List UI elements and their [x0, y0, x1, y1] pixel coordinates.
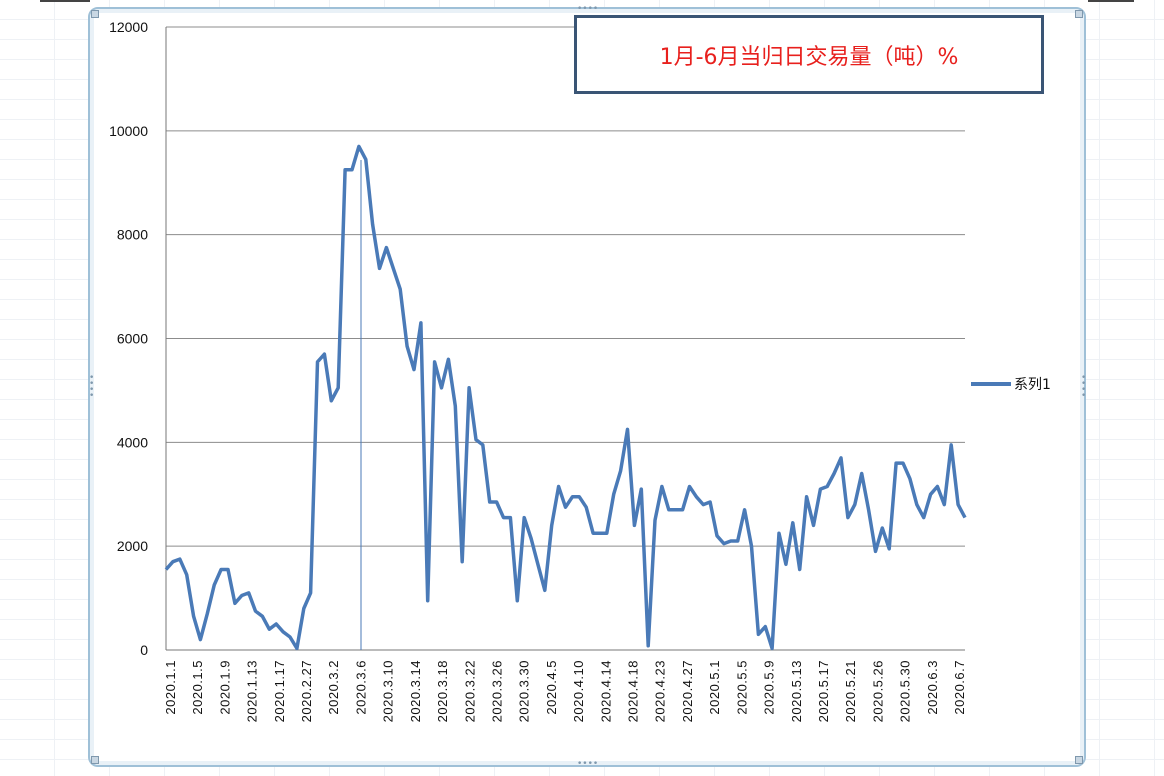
x-tick-label: 2020.4.14: [598, 660, 613, 722]
resize-handle-right[interactable]: • • • •: [1081, 373, 1087, 401]
y-tick-label: 12000: [109, 19, 148, 35]
resize-handle-bottom[interactable]: ••••: [577, 759, 599, 769]
sheet-border-left: [40, 0, 90, 2]
chart-title-box[interactable]: 1月-6月当归日交易量（吨）%: [574, 15, 1044, 94]
x-tick-label: 2020.3.22: [462, 660, 477, 722]
x-tick-label: 2020.1.9: [217, 660, 232, 715]
x-tick-label: 2020.5.1: [707, 660, 722, 715]
x-tick-label: 2020.5.13: [789, 660, 804, 722]
x-tick-label: 2020.5.26: [870, 660, 885, 722]
x-tick-label: 2020.6.7: [952, 660, 967, 715]
x-tick-label: 2020.3.14: [408, 660, 423, 722]
x-axis-ticks: 2020.1.1 2020.1.5 2020.1.9 2020.1.13 2020.1.…: [163, 660, 967, 722]
resize-handle-bottom-left[interactable]: [91, 756, 99, 764]
x-tick-label: 2020.4.10: [571, 660, 586, 722]
y-tick-label: 10000: [109, 123, 148, 139]
x-tick-label: 2020.1.5: [190, 660, 205, 715]
x-tick-label: 2020.3.26: [489, 660, 504, 722]
x-tick-label: 2020.4.18: [626, 660, 641, 722]
legend-label: 系列1: [1014, 377, 1051, 393]
series-layer: [164, 144, 967, 651]
x-tick-label: 2020.3.2: [326, 660, 341, 715]
x-tick-label: 2020.1.13: [245, 660, 260, 722]
resize-handle-bottom-right[interactable]: [1075, 756, 1083, 764]
x-tick-label: 2020.4.5: [544, 660, 559, 715]
y-tick-label: 0: [140, 642, 148, 658]
legend[interactable]: 系列1: [971, 374, 1051, 394]
legend-swatch: [971, 382, 1011, 386]
x-tick-label: 2020.1.1: [163, 660, 178, 715]
y-tick-label: 2000: [117, 538, 148, 554]
chart-title: 1月-6月当归日交易量（吨）%: [659, 44, 959, 70]
gridlines: [165, 26, 965, 651]
x-tick-label: 2020.3.10: [381, 660, 396, 722]
y-tick-label: 6000: [117, 331, 148, 347]
resize-handle-top[interactable]: ••••: [577, 4, 599, 14]
x-tick-label: 2020.6.3: [925, 660, 940, 715]
x-tick-label: 2020.3.18: [435, 660, 450, 722]
x-tick-label: 2020.4.27: [680, 660, 695, 722]
x-tick-label: 2020.5.9: [762, 660, 777, 715]
x-tick-label: 2020.5.17: [816, 660, 831, 722]
x-tick-label: 2020.2.27: [299, 660, 314, 722]
series-line-1[interactable]: [164, 144, 967, 651]
resize-handle-top-right[interactable]: [1075, 10, 1083, 18]
x-tick-label: 2020.5.30: [898, 660, 913, 722]
y-axis-ticks: 0 2000 4000 6000 8000 10000 12000: [109, 19, 148, 658]
resize-handle-left[interactable]: • • • •: [89, 373, 95, 401]
sheet-border-right: [1088, 0, 1134, 2]
x-tick-label: 2020.3.30: [517, 660, 532, 722]
x-tick-label: 2020.3.6: [353, 660, 368, 715]
resize-handle-top-left[interactable]: [91, 10, 99, 18]
chart-object[interactable]: •••• •••• • • • • • • • •: [88, 4, 1087, 769]
x-tick-label: 2020.5.5: [734, 660, 749, 715]
x-tick-label: 2020.4.23: [653, 660, 668, 722]
y-tick-label: 8000: [117, 227, 148, 243]
y-tick-label: 4000: [117, 434, 148, 450]
x-tick-label: 2020.5.21: [843, 660, 858, 722]
x-tick-label: 2020.1.17: [272, 660, 287, 722]
